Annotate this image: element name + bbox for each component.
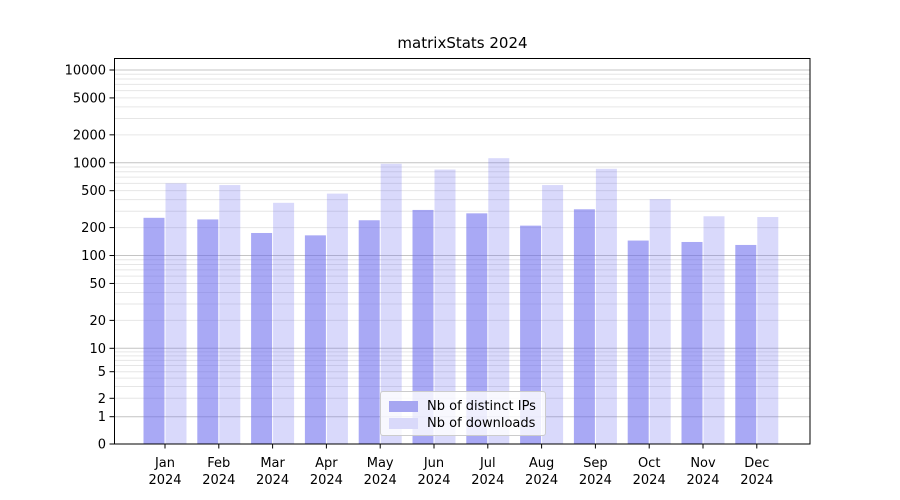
y-tick-label: 2000 [73, 128, 106, 143]
x-tick-label-year: 2024 [579, 473, 612, 488]
y-tick-label: 500 [81, 184, 106, 199]
x-tick-label-month: Jun [423, 456, 444, 471]
y-tick-label: 200 [81, 221, 106, 236]
bar-distinct-ips-aug [520, 225, 542, 444]
x-tick-label-month: Oct [638, 456, 660, 471]
x-tick-label-month: Apr [315, 456, 338, 471]
bar-downloads-apr [326, 193, 348, 444]
y-tick-label: 20 [89, 314, 106, 329]
x-tick-label-month: Nov [690, 456, 716, 471]
bar-downloads-jun [434, 169, 456, 444]
legend: Nb of distinct IPs Nb of downloads [380, 391, 546, 436]
x-tick-label-year: 2024 [686, 473, 719, 488]
bar-distinct-ips-dec [735, 244, 757, 444]
x-tick-label-year: 2024 [417, 473, 450, 488]
bar-distinct-ips-nov [681, 241, 703, 444]
x-tick-label-month: Sep [583, 456, 608, 471]
x-tick-label-year: 2024 [633, 473, 666, 488]
bar-distinct-ips-oct [627, 240, 649, 444]
bar-distinct-ips-sep [573, 209, 595, 444]
bar-distinct-ips-jan [143, 217, 165, 444]
legend-item-distinct-ips: Nb of distinct IPs [389, 398, 537, 414]
bar-downloads-jul [488, 158, 510, 444]
bar-downloads-dec [757, 217, 779, 444]
bar-downloads-oct [649, 199, 671, 444]
bar-downloads-mar [273, 202, 295, 444]
plot-border [114, 58, 811, 445]
x-tick-label-month: Mar [260, 456, 285, 471]
legend-label-distinct-ips: Nb of distinct IPs [427, 398, 536, 414]
x-tick-label-month: Dec [744, 456, 769, 471]
y-tick-label: 1 [98, 410, 106, 425]
legend-swatch-downloads [389, 417, 418, 429]
bar-downloads-jan [165, 183, 187, 444]
y-tick-label: 5 [98, 365, 106, 380]
bar-distinct-ips-apr [304, 235, 326, 444]
legend-item-downloads: Nb of downloads [389, 415, 537, 431]
legend-label-downloads: Nb of downloads [427, 415, 536, 431]
chart-title: matrixStats 2024 [397, 34, 528, 52]
bar-downloads-feb [219, 185, 241, 444]
y-tick-label: 1000 [73, 156, 106, 171]
x-tick-label-year: 2024 [202, 473, 235, 488]
bar-distinct-ips-feb [197, 219, 219, 444]
bar-downloads-sep [595, 168, 617, 444]
x-tick-label-year: 2024 [364, 473, 397, 488]
bar-distinct-ips-jun [412, 209, 434, 444]
y-tick-label: 0 [98, 438, 106, 453]
x-tick-label-year: 2024 [740, 473, 773, 488]
x-tick-label-month: Aug [529, 456, 554, 471]
y-tick-label: 2 [98, 392, 106, 407]
legend-swatch-distinct-ips [389, 400, 418, 412]
x-tick-label-year: 2024 [525, 473, 558, 488]
bar-distinct-ips-may [358, 220, 380, 444]
x-tick-label-year: 2024 [471, 473, 504, 488]
y-tick-label: 10 [89, 342, 106, 357]
y-tick-label: 10000 [65, 63, 106, 78]
bar-downloads-nov [703, 216, 725, 444]
x-tick-label-month: May [367, 456, 394, 471]
x-tick-label-month: Jan [154, 456, 175, 471]
y-tick-label: 5000 [73, 91, 106, 106]
bar-downloads-aug [542, 185, 564, 444]
x-tick-label-month: Jul [479, 456, 496, 471]
y-tick-label: 50 [89, 277, 106, 292]
x-tick-label-year: 2024 [256, 473, 289, 488]
x-tick-label-year: 2024 [310, 473, 343, 488]
bar-distinct-ips-jul [466, 213, 488, 444]
bar-downloads-may [380, 163, 402, 444]
y-tick-label: 100 [81, 249, 106, 264]
bar-distinct-ips-mar [251, 232, 273, 444]
x-tick-label-month: Feb [207, 456, 230, 471]
x-tick-label-year: 2024 [148, 473, 181, 488]
